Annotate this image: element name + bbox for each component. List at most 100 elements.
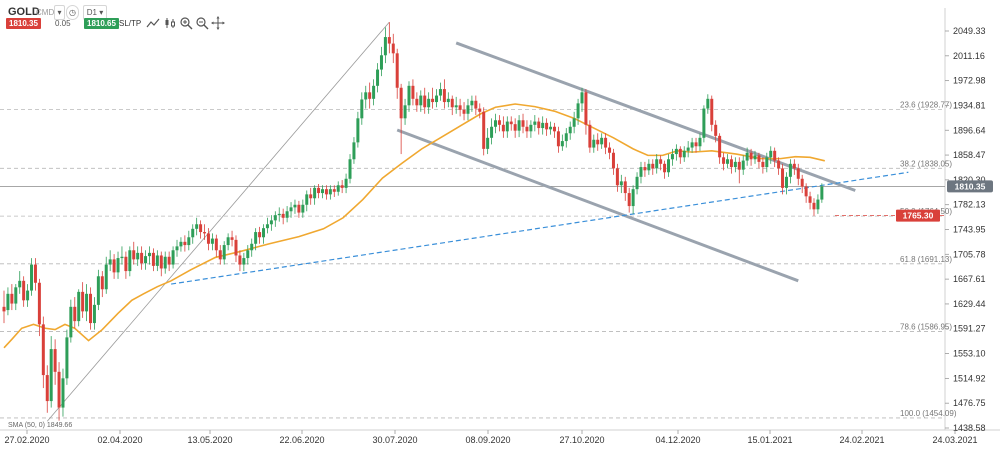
candle-body <box>588 124 592 148</box>
y-tick-label: 1782.13 <box>953 200 986 210</box>
spread-value: 0.05 <box>55 19 71 28</box>
candle-body <box>301 204 305 213</box>
y-tick-label: 2011.16 <box>953 51 985 61</box>
candle-body <box>10 293 14 304</box>
candle-body <box>411 85 415 99</box>
candle-body <box>749 152 753 160</box>
candle-body <box>718 135 722 158</box>
candle-body <box>273 215 277 221</box>
clock-icon[interactable]: ◷ <box>66 5 79 20</box>
candle-body <box>18 280 22 288</box>
y-tick-label: 1858.47 <box>953 150 986 160</box>
sltp-button[interactable]: SL/TP <box>119 19 142 28</box>
candle-body <box>167 256 171 265</box>
candle-body <box>14 287 18 304</box>
candle-body <box>482 111 486 149</box>
candle-body <box>53 349 57 372</box>
candle-body <box>360 99 364 119</box>
candle-body <box>108 259 112 265</box>
candle-body <box>792 163 796 169</box>
candle-body <box>22 280 26 301</box>
candle-body <box>65 337 69 379</box>
candle-body <box>2 306 6 312</box>
fib-levels: 23.6 (1928.77)38.2 (1838.05)50.0 (1764.5… <box>0 100 957 419</box>
candle-body <box>41 324 45 376</box>
candle-body <box>627 193 631 207</box>
channel-line <box>396 128 799 283</box>
x-tick-label: 02.04.2020 <box>97 435 142 445</box>
current-price-tag-label: 1810.35 <box>955 181 986 191</box>
candle-body <box>651 163 655 169</box>
candle-body <box>517 120 521 131</box>
candle-body <box>324 189 328 195</box>
candle-body <box>206 233 210 244</box>
candle-body <box>147 252 151 257</box>
x-tick-label: 27.10.2020 <box>559 435 604 445</box>
candle-body <box>100 276 104 290</box>
candle-body <box>187 237 191 246</box>
candle-body <box>340 185 344 188</box>
chart-toolbar: GOLD CMD ▾ ◷ D1 ▾ 1810.35 0.05 1810.65 S… <box>0 0 945 36</box>
candle-body <box>258 232 262 238</box>
candle-body <box>812 202 816 210</box>
candle-body <box>458 105 462 110</box>
chevron-down-icon[interactable]: ▾ <box>54 5 65 20</box>
candle-body <box>262 228 266 238</box>
candle-body <box>415 98 419 106</box>
zoom-in-icon[interactable] <box>179 16 193 30</box>
candle-body <box>450 98 454 108</box>
fib-label: 23.6 (1928.77) <box>900 100 952 109</box>
y-tick-label: 1820.30 <box>953 175 986 185</box>
candle-body <box>281 213 285 218</box>
candle-body <box>808 196 812 203</box>
candle-body <box>454 105 458 108</box>
candle-body <box>26 290 30 301</box>
candle-body <box>541 122 545 129</box>
candle-body <box>667 159 671 173</box>
zoom-out-icon[interactable] <box>195 16 209 30</box>
line-chart-icon[interactable] <box>146 16 160 30</box>
candle-body <box>490 126 494 138</box>
candle-body <box>348 159 352 179</box>
level-tag-label: 1765.30 <box>903 211 934 221</box>
candle-body <box>250 243 254 251</box>
candle-body <box>462 109 466 114</box>
candle-body <box>171 250 175 265</box>
time-axis[interactable]: 27.02.2020 02.04.2020 13.05.2020 22.06.2020… <box>4 430 978 445</box>
trendline <box>171 171 909 285</box>
candle-body <box>242 258 246 265</box>
sell-button[interactable]: 1810.35 <box>6 18 41 29</box>
candle-body <box>230 237 234 240</box>
candle-body <box>784 176 788 188</box>
current-price-tag <box>947 180 993 193</box>
y-tick-label: 1934.81 <box>953 100 986 110</box>
candle-body <box>391 43 395 54</box>
candle-body <box>753 155 757 160</box>
crosshair-icon[interactable] <box>211 16 225 30</box>
candle-body <box>635 176 639 190</box>
candle-body <box>663 163 667 173</box>
candle-body <box>478 108 482 112</box>
candle-body <box>30 264 34 291</box>
fib-label: 38.2 (1838.05) <box>900 159 952 168</box>
symbol-label[interactable]: GOLD <box>8 6 40 18</box>
x-tick-label: 22.06.2020 <box>279 435 324 445</box>
candle-body <box>474 100 478 109</box>
candle-body <box>796 168 800 179</box>
candle-body <box>203 232 207 234</box>
price-axis[interactable]: 2049.33 2011.16 1972.98 1934.81 1896.64 1858.… <box>945 26 986 433</box>
candle-body <box>686 147 690 151</box>
buy-button[interactable]: 1810.65 <box>84 18 119 29</box>
candle-body <box>623 181 627 194</box>
candle-body <box>788 163 792 177</box>
candle-body <box>285 211 289 218</box>
candle-body <box>674 148 678 155</box>
candle-body <box>729 159 733 168</box>
candle-body <box>89 293 93 324</box>
candle-body <box>690 142 694 148</box>
candle-body <box>600 137 604 145</box>
candle-body <box>446 98 450 103</box>
candle-body <box>336 185 340 192</box>
candles-icon[interactable] <box>163 16 177 30</box>
